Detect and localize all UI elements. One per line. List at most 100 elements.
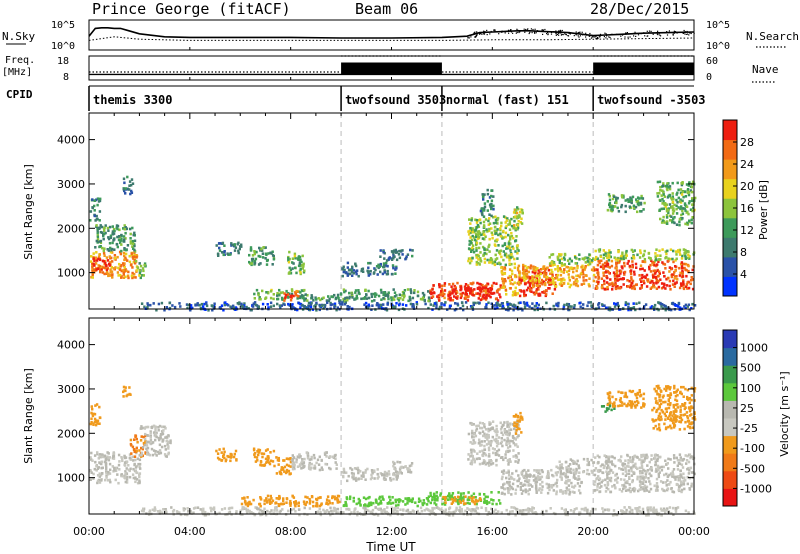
velocity-cell xyxy=(499,502,502,505)
velocity-cell xyxy=(140,455,143,458)
power-cell xyxy=(618,269,621,273)
power-cell xyxy=(495,304,498,307)
velocity-cell xyxy=(458,499,461,503)
power-cell xyxy=(438,284,441,287)
power-cell xyxy=(500,255,503,259)
sky-noise-point xyxy=(493,29,495,31)
sky-noise-point xyxy=(648,32,650,34)
velocity-cell xyxy=(230,453,233,456)
velocity-cell xyxy=(354,477,357,481)
power-cell xyxy=(101,271,105,274)
power-cell xyxy=(560,277,563,281)
velocity-cell xyxy=(334,497,337,501)
velocity-cell xyxy=(123,476,126,479)
power-cell xyxy=(363,303,366,306)
power-cell xyxy=(603,304,606,307)
power-cell xyxy=(672,207,675,210)
velocity-cell xyxy=(479,443,482,447)
velocity-cell xyxy=(471,448,474,452)
sky-noise-point xyxy=(646,35,648,37)
velocity-cell xyxy=(280,502,283,506)
power-cell xyxy=(98,219,101,222)
power-cell xyxy=(261,302,265,306)
power-cell xyxy=(391,250,394,254)
power-cell xyxy=(502,215,506,218)
power-cell xyxy=(618,286,622,290)
velocity-cell xyxy=(131,445,135,449)
power-cell xyxy=(509,282,512,285)
velocity-cell xyxy=(477,424,480,428)
velocity-cell xyxy=(317,463,321,466)
sky-noise-point xyxy=(559,29,561,31)
power-cell xyxy=(387,257,391,260)
power-cell xyxy=(671,181,674,185)
velocity-cell xyxy=(301,463,304,466)
velocity-cell xyxy=(324,462,327,466)
power-cell xyxy=(547,268,551,272)
power-cell xyxy=(102,251,106,255)
power-cell xyxy=(259,297,262,301)
power-cell xyxy=(597,303,600,306)
power-cell xyxy=(642,279,645,283)
power-cell xyxy=(100,268,103,271)
power-cell xyxy=(344,296,347,300)
power-cell xyxy=(548,264,552,267)
power-cell xyxy=(103,254,106,257)
sky-noise-point xyxy=(510,29,512,31)
power-cell xyxy=(224,301,227,304)
power-cell xyxy=(366,307,370,310)
power-cell xyxy=(560,270,563,273)
power-cell xyxy=(551,253,555,256)
power-cell xyxy=(674,250,678,253)
power-cell xyxy=(514,274,517,277)
velocity-cell xyxy=(144,451,147,454)
power-cell xyxy=(543,273,546,277)
power-cell xyxy=(660,207,663,211)
power-cell xyxy=(495,282,498,285)
power-cell xyxy=(550,261,553,264)
velocity-cell xyxy=(104,458,108,462)
power-cell xyxy=(383,265,386,269)
velocity-cell xyxy=(586,463,589,467)
power-cell xyxy=(515,216,519,220)
power-cell xyxy=(348,305,351,309)
power-cell xyxy=(399,249,402,253)
power-cell xyxy=(688,219,691,223)
power-cell xyxy=(642,208,645,211)
power-cell xyxy=(431,291,434,295)
power-cell xyxy=(91,266,94,269)
power-cell xyxy=(675,257,678,261)
power-cell xyxy=(471,289,474,293)
power-cell xyxy=(611,288,614,291)
power-cell xyxy=(596,263,600,267)
power-cell xyxy=(456,281,459,285)
power-cell xyxy=(98,245,101,249)
power-cell xyxy=(493,304,496,307)
power-cell xyxy=(440,284,444,288)
power-cell xyxy=(636,210,639,214)
power-cell xyxy=(543,271,546,274)
power-cell xyxy=(386,272,390,276)
power-cell xyxy=(681,207,685,210)
velocity-cell xyxy=(501,444,504,448)
velocity-cell xyxy=(392,473,395,476)
velocity-cell xyxy=(501,491,504,495)
sky-noise-point xyxy=(575,31,577,33)
power-cell xyxy=(574,283,578,287)
velocity-cell xyxy=(416,504,419,508)
power-cell xyxy=(503,266,507,269)
power-cell xyxy=(461,291,464,295)
velocity-cell xyxy=(92,472,95,476)
power-cell xyxy=(309,305,313,309)
power-cell xyxy=(250,262,253,265)
power-cell xyxy=(99,241,103,244)
power-cell xyxy=(501,279,505,283)
power-cell xyxy=(499,295,502,299)
power-cell xyxy=(412,306,415,309)
power-cell xyxy=(291,261,294,264)
power-cell xyxy=(565,270,569,273)
power-cell xyxy=(671,212,675,215)
velocity-cell xyxy=(555,485,559,488)
velocity-cell xyxy=(283,465,287,469)
power-cell xyxy=(467,295,470,298)
